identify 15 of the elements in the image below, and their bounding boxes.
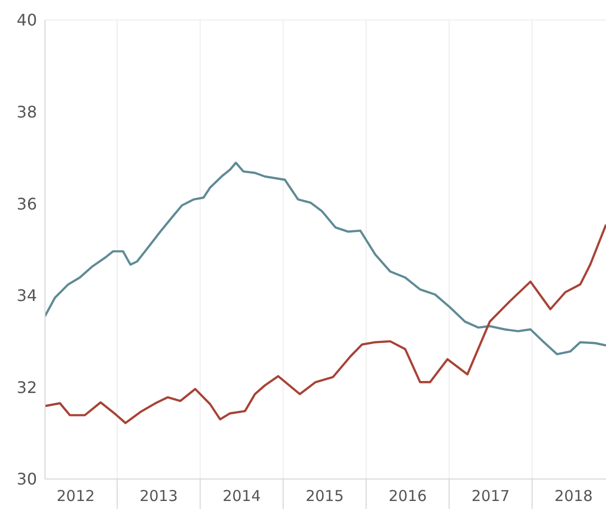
y-tick-label: 38 xyxy=(16,102,37,122)
y-tick-label: 30 xyxy=(16,470,37,489)
x-tick-label: 2012 xyxy=(56,487,95,505)
x-tick-label: 2014 xyxy=(222,487,261,505)
y-tick-label: 40 xyxy=(16,10,37,30)
y-tick-label: 32 xyxy=(16,378,37,397)
line-series xyxy=(45,162,606,356)
x-tick-label: 2018 xyxy=(554,487,593,505)
x-tick-label: 2017 xyxy=(472,487,510,505)
line-series xyxy=(45,224,606,424)
y-tick-label: 34 xyxy=(16,286,37,306)
x-tick-label: 2015 xyxy=(306,487,344,505)
x-tick-label: 2013 xyxy=(140,487,178,505)
y-tick-label: 36 xyxy=(16,194,37,214)
x-tick-label: 2016 xyxy=(388,487,427,505)
